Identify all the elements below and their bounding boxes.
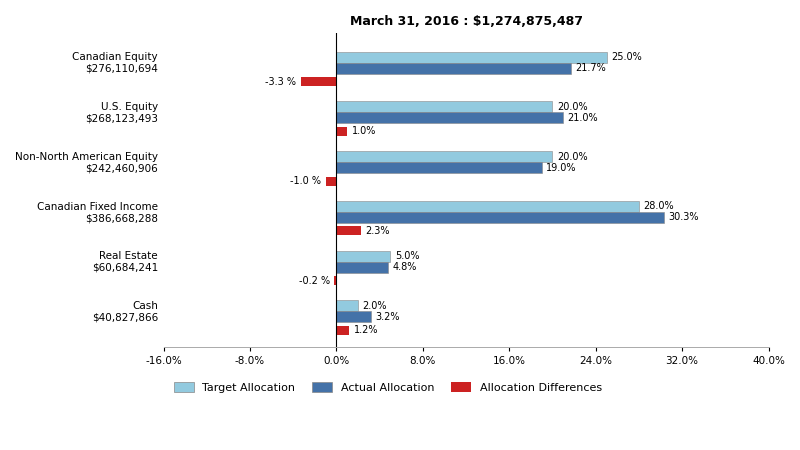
Text: 28.0%: 28.0% xyxy=(643,202,674,211)
Text: 3.2%: 3.2% xyxy=(375,312,400,322)
Text: 25.0%: 25.0% xyxy=(611,52,642,62)
Bar xyxy=(337,326,350,335)
Bar xyxy=(337,226,362,235)
Bar xyxy=(301,77,337,86)
Bar xyxy=(337,212,664,223)
Bar xyxy=(326,176,337,185)
Bar xyxy=(337,162,542,173)
Text: 20.0%: 20.0% xyxy=(557,152,587,162)
Text: 2.0%: 2.0% xyxy=(362,301,387,311)
Text: 1.0%: 1.0% xyxy=(351,126,376,136)
Bar xyxy=(337,63,571,74)
Text: 21.7%: 21.7% xyxy=(575,63,606,73)
Text: 19.0%: 19.0% xyxy=(546,162,577,173)
Text: 21.0%: 21.0% xyxy=(568,113,598,123)
Text: -1.0 %: -1.0 % xyxy=(290,176,322,186)
Bar xyxy=(337,112,563,123)
Bar xyxy=(337,127,347,136)
Text: -0.2 %: -0.2 % xyxy=(299,275,330,286)
Text: 5.0%: 5.0% xyxy=(394,251,419,261)
Bar xyxy=(337,201,639,212)
Text: 1.2%: 1.2% xyxy=(354,325,378,335)
Text: 4.8%: 4.8% xyxy=(393,262,417,272)
Bar xyxy=(337,102,553,112)
Bar xyxy=(337,261,388,273)
Bar xyxy=(337,311,371,322)
Bar xyxy=(334,276,337,285)
Legend: Target Allocation, Actual Allocation, Allocation Differences: Target Allocation, Actual Allocation, Al… xyxy=(169,378,606,397)
Title: March 31, 2016 : $1,274,875,487: March 31, 2016 : $1,274,875,487 xyxy=(350,15,582,28)
Text: -3.3 %: -3.3 % xyxy=(266,76,297,86)
Bar xyxy=(337,251,390,261)
Bar xyxy=(337,151,553,162)
Text: 20.0%: 20.0% xyxy=(557,102,587,112)
Text: 30.3%: 30.3% xyxy=(668,212,698,222)
Text: 2.3%: 2.3% xyxy=(366,226,390,236)
Bar xyxy=(337,52,606,63)
Bar xyxy=(337,301,358,311)
